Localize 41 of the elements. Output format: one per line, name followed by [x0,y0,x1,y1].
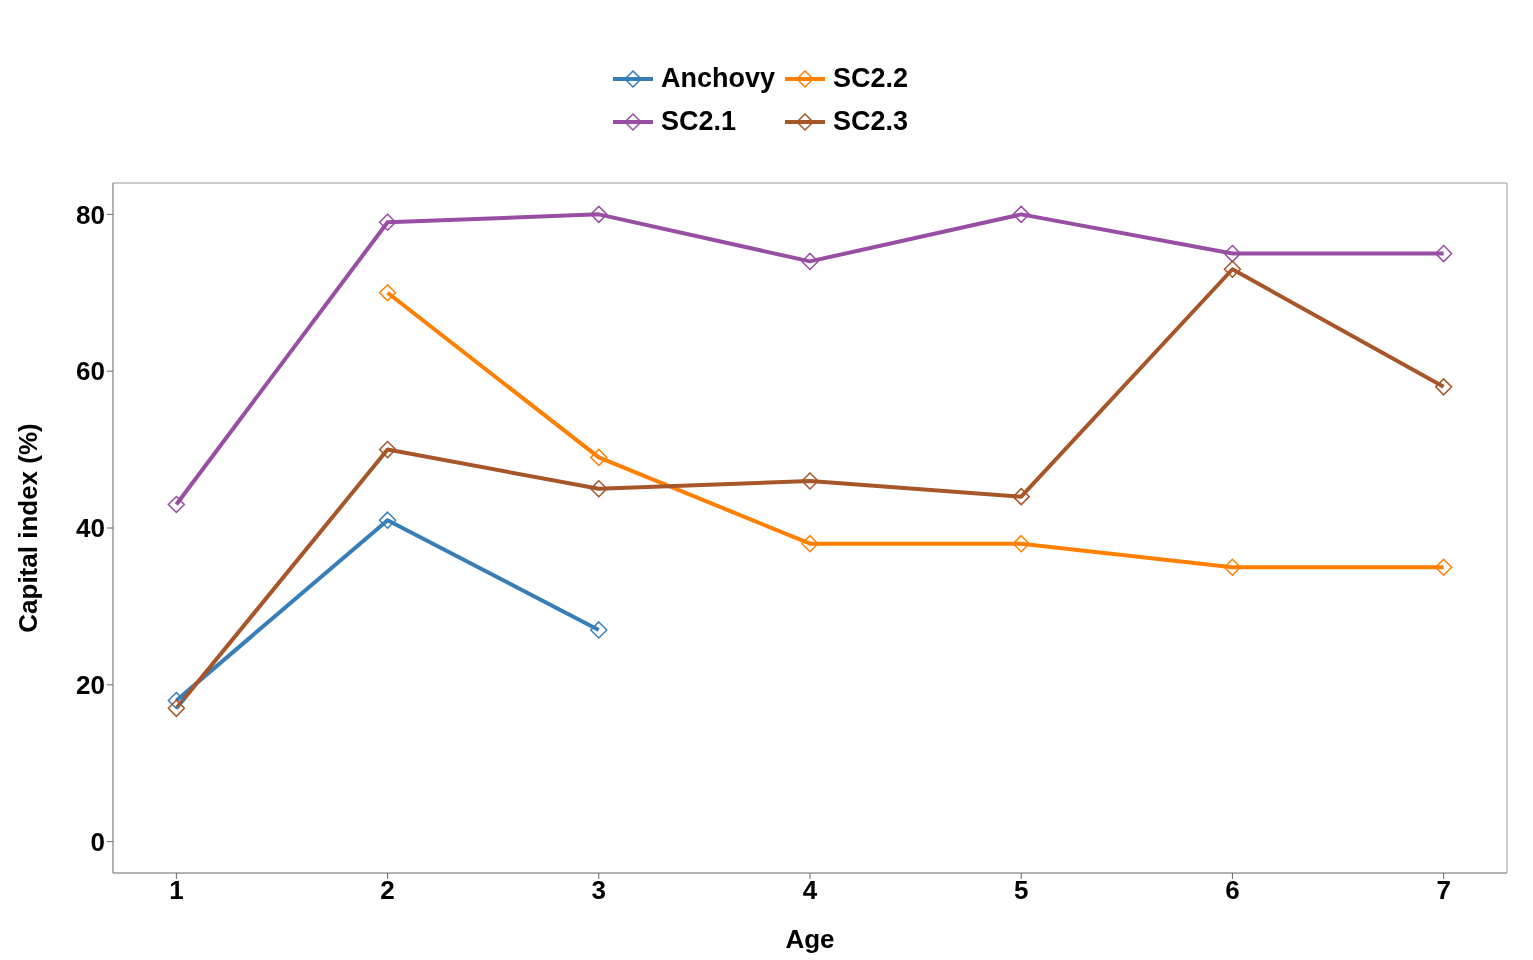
point [167,691,186,710]
point [378,213,397,231]
y-tick-label: 80 [76,199,105,230]
point [801,534,819,553]
point [590,621,608,639]
x-tick-label: 3 [591,875,607,906]
point [378,440,397,459]
point [590,205,608,224]
point [590,448,608,467]
point [801,252,819,271]
legend-label: SC2.3 [832,106,909,137]
x-tick-label: 5 [1013,875,1029,906]
point [1434,558,1453,576]
point [378,511,397,529]
point [167,699,186,718]
x-axis-title: Age [785,924,835,954]
point [1012,205,1030,224]
y-axis-title: Capital index (%) [13,423,44,633]
point [1012,487,1030,506]
y-tick-label: 20 [76,670,105,701]
point [590,480,608,498]
point [167,495,186,514]
point [1223,260,1242,278]
point [1434,378,1453,396]
point [1223,244,1242,263]
point [1434,244,1453,263]
legend-label: SC2.1 [660,106,736,137]
point [1012,534,1030,553]
x-tick-label: 6 [1225,875,1240,906]
x-tick-label: 7 [1436,875,1451,906]
legend-label: Anchovy [660,63,775,94]
y-tick-label: 60 [76,356,105,387]
x-tick-label: 2 [380,875,395,906]
y-tick-label: 40 [76,513,105,544]
point [801,472,819,490]
legend-label: SC2.2 [832,63,909,94]
point [1223,558,1242,576]
point [378,284,397,302]
x-tick-label: 4 [802,875,818,906]
x-tick-label: 1 [169,875,184,906]
y-tick-label: 0 [90,826,105,857]
